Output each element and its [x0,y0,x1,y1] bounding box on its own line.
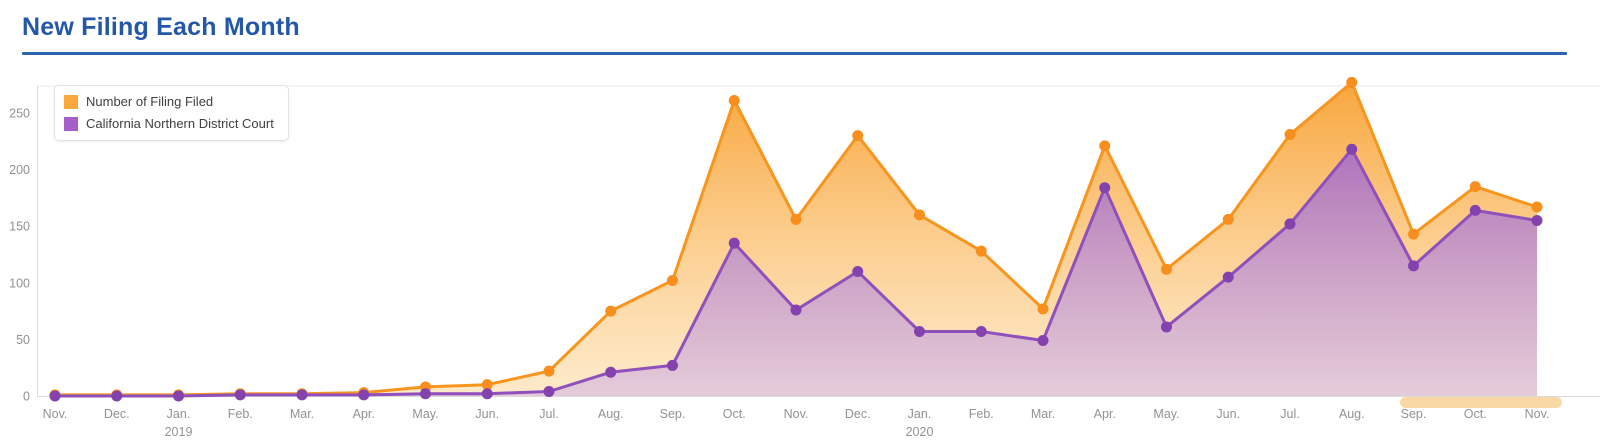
data-point-marker[interactable] [914,209,925,221]
legend-swatch-orange [64,94,78,109]
data-point-marker[interactable] [852,130,864,142]
data-point-marker[interactable] [1284,129,1296,141]
x-axis-label: Jun. [1216,407,1240,421]
data-point-marker[interactable] [1222,213,1234,225]
x-axis-label: Nov. [43,407,68,421]
data-point-marker[interactable] [481,388,493,400]
x-axis-label: Sep. [1401,407,1427,421]
data-point-marker[interactable] [1099,182,1111,194]
legend-swatch-purple [64,116,78,131]
chart-canvas[interactable]: 0 50 100 150 200 250 Nov. Dec. Jan. Feb. Mar. Apr. M… [0,73,1600,439]
data-point-marker[interactable] [667,275,678,287]
data-point-marker[interactable] [1037,335,1049,347]
y-axis-label: 200 [9,163,30,177]
data-point-marker[interactable] [1531,201,1543,213]
legend-label: California Northern District Court [86,116,274,131]
chart-scrollbar-thumb[interactable] [1400,397,1562,408]
data-point-marker[interactable] [1469,181,1481,193]
filings-chart: Number of Filing Filed California Northe… [0,73,1600,439]
data-point-marker[interactable] [1161,263,1172,275]
header-divider [22,52,1567,55]
x-axis-label: Apr. [1094,407,1116,421]
data-point-marker[interactable] [790,213,802,225]
x-axis-label: Sep. [660,407,686,421]
data-point-marker[interactable] [234,389,246,401]
area-fill-series-0 [55,82,1537,397]
legend-item-number-of-filing-filed[interactable]: Number of Filing Filed [64,94,274,109]
x-axis-label: Dec. [845,407,871,421]
x-axis-label: Nov. [1525,407,1550,421]
data-point-marker[interactable] [975,325,987,337]
data-point-marker[interactable] [49,390,61,402]
data-point-marker[interactable] [420,388,431,400]
y-axis-label: 250 [9,107,30,121]
data-point-marker[interactable] [1469,204,1481,216]
page-title: New Filing Each Month [22,13,300,41]
x-axis-label: Jul. [539,407,558,421]
y-axis-label: 50 [16,333,30,347]
data-point-marker[interactable] [1099,140,1111,152]
x-axis-label: Mar. [290,407,314,421]
x-axis-year-label: 2020 [906,425,934,439]
x-axis-label: Jan. [908,407,932,421]
data-point-marker[interactable] [605,366,617,378]
data-point-marker[interactable] [1408,260,1419,272]
data-point-marker[interactable] [1284,218,1296,230]
x-axis-label: Feb. [969,407,994,421]
x-axis-label: Dec. [104,407,130,421]
data-point-marker[interactable] [543,385,555,397]
data-point-marker[interactable] [543,365,555,377]
x-axis-year-label: 2019 [165,425,193,439]
data-point-marker[interactable] [481,379,493,391]
chart-legend: Number of Filing Filed California Northe… [54,85,289,141]
data-point-marker[interactable] [728,237,740,249]
data-point-marker[interactable] [1037,303,1049,315]
x-axis-label: Apr. [353,407,375,421]
x-axis-label: Oct. [723,407,746,421]
data-point-marker[interactable] [1161,321,1172,333]
x-axis-label: May. [412,407,438,421]
data-point-marker[interactable] [1346,143,1358,155]
x-axis-label: Jun. [475,407,499,421]
data-point-marker[interactable] [605,305,617,317]
x-axis-label: Aug. [1339,407,1365,421]
y-axis-label: 100 [9,276,30,290]
data-point-marker[interactable] [1346,76,1358,88]
data-point-marker[interactable] [790,304,802,316]
data-point-marker[interactable] [111,390,123,402]
legend-label: Number of Filing Filed [86,94,214,109]
data-point-marker[interactable] [728,95,740,107]
data-point-marker[interactable] [975,245,987,257]
data-point-marker[interactable] [1408,228,1419,240]
data-point-marker[interactable] [852,265,864,277]
x-axis-label: Nov. [784,407,809,421]
x-axis-label: Feb. [228,407,253,421]
x-axis-label: Aug. [598,407,624,421]
x-axis-label: Jan. [167,407,191,421]
legend-item-california-northern-district-court[interactable]: California Northern District Court [64,116,274,131]
data-point-marker[interactable] [1222,271,1234,283]
data-point-marker[interactable] [1531,215,1543,227]
page-header: New Filing Each Month [0,0,1600,55]
data-point-marker[interactable] [296,389,308,401]
y-axis-label: 150 [9,220,30,234]
area-fill-series-1 [55,149,1537,396]
data-point-marker[interactable] [667,359,678,371]
data-point-marker[interactable] [914,325,925,337]
x-axis-label: Jul. [1280,407,1299,421]
x-axis-label: Oct. [1464,407,1487,421]
data-point-marker[interactable] [173,390,184,402]
x-axis-label: Mar. [1031,407,1055,421]
x-axis-label: May. [1153,407,1179,421]
y-axis-label: 0 [23,390,30,404]
data-point-marker[interactable] [358,389,370,401]
